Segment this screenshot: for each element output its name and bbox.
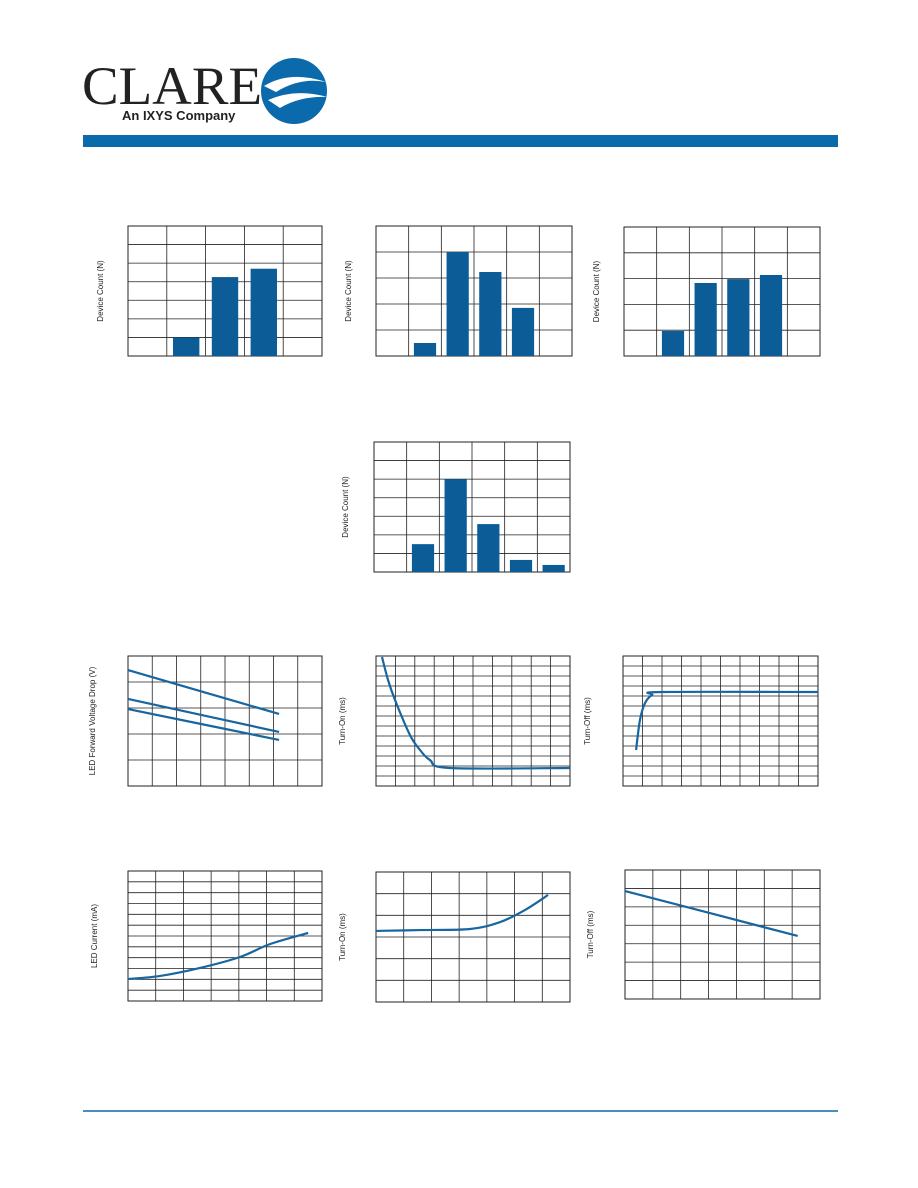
bar (727, 279, 750, 356)
bar (509, 559, 533, 572)
bar (511, 307, 535, 356)
y-axis-label: Device Count (N) (592, 260, 601, 322)
data-line (127, 697, 280, 733)
header-bar (83, 135, 838, 147)
plot-area (624, 869, 821, 1000)
y-axis-label: Device Count (N) (341, 476, 350, 538)
y-axis-label: Turn-Off (ms) (583, 697, 592, 745)
data-line (380, 656, 571, 770)
y-axis-label: Device Count (N) (96, 260, 105, 322)
bar (477, 524, 500, 572)
logo-swoosh (264, 76, 326, 92)
data-line (634, 690, 819, 751)
data-line (375, 894, 549, 933)
y-axis-label: Turn-On (ms) (338, 913, 347, 961)
y-axis-label: LED Forward Voltage Drop (V) (88, 666, 97, 775)
y-axis-label: Device Count (N) (344, 260, 353, 322)
data-line (127, 707, 280, 742)
bar (444, 479, 467, 572)
bar (661, 330, 685, 356)
data-line (127, 931, 309, 981)
logo-mark (261, 58, 327, 124)
bar (694, 282, 717, 356)
y-axis-label: LED Current (mA) (90, 904, 99, 968)
bar (411, 544, 435, 572)
y-axis-label: Turn-Off (ms) (586, 910, 595, 958)
bar (759, 274, 783, 356)
data-line (624, 889, 798, 938)
bar (211, 277, 239, 356)
data-line (127, 668, 280, 716)
logo-text: CLARE (82, 56, 262, 116)
bar (479, 272, 502, 356)
y-axis-label: Turn-On (ms) (338, 697, 347, 745)
bar (542, 564, 565, 572)
bar (413, 343, 437, 356)
bar (250, 268, 277, 356)
logo-swoosh (268, 93, 327, 108)
bar (446, 252, 469, 356)
bar (173, 337, 200, 356)
logo-tagline: An IXYS Company (122, 108, 236, 123)
